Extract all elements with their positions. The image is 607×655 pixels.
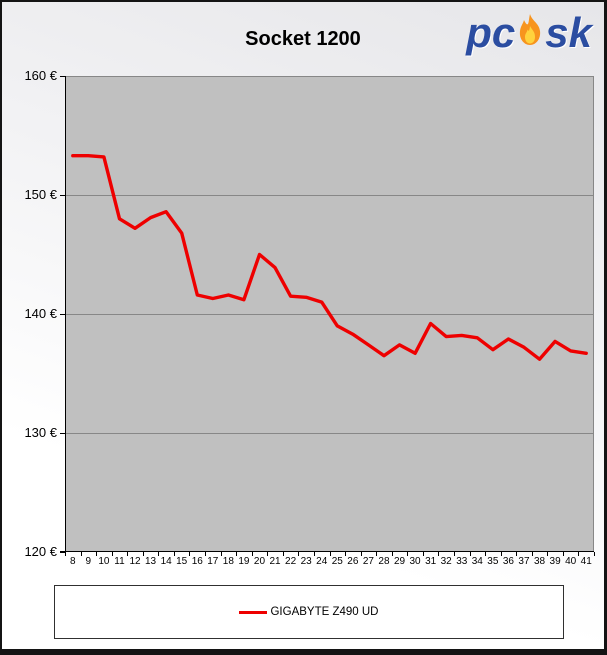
price-line-chart — [60, 76, 595, 556]
x-tick-label: 20 — [253, 556, 266, 567]
x-tick-label: 27 — [362, 556, 374, 567]
x-tick-label: 39 — [549, 556, 561, 567]
x-tick-label: 24 — [316, 556, 328, 567]
x-tick-label: 17 — [207, 556, 219, 567]
x-tick-label: 8 — [69, 556, 76, 567]
x-tick-label: 16 — [191, 556, 203, 567]
y-tick-label: 120 € — [24, 544, 57, 559]
y-tick-label: 130 € — [24, 425, 57, 440]
x-tick-label: 15 — [176, 556, 188, 567]
x-tick-label: 25 — [331, 556, 343, 567]
y-tick-label: 140 € — [24, 306, 57, 321]
x-tick-label: 19 — [238, 556, 250, 567]
y-tick-label: 150 € — [24, 187, 57, 202]
x-tick-label: 23 — [300, 556, 312, 567]
x-tick-label: 29 — [393, 556, 406, 567]
flame-icon — [520, 14, 541, 45]
x-tick-label: 38 — [533, 556, 546, 567]
logo-text-sk: sk — [545, 9, 592, 56]
x-tick-label: 37 — [518, 556, 530, 567]
x-tick-label: 26 — [347, 556, 359, 567]
x-tick-label: 14 — [160, 556, 172, 567]
x-tick-label: 21 — [269, 556, 281, 567]
price-line — [71, 153, 588, 361]
page-title: Socket 1200 — [245, 28, 361, 50]
legend-line-swatch — [239, 610, 268, 614]
x-tick-label: 10 — [98, 556, 110, 567]
x-tick-label: 9 — [85, 556, 92, 567]
x-tick-label: 31 — [425, 556, 437, 567]
x-tick-label: 22 — [285, 556, 297, 567]
x-tick-label: 33 — [456, 556, 468, 567]
x-tick-label: 30 — [409, 556, 421, 567]
pcsk-logo: pc sk — [466, 12, 592, 54]
x-tick-label: 40 — [565, 556, 577, 567]
legend-label: GIGABYTE Z490 UD — [270, 606, 379, 618]
x-tick-label: 28 — [378, 556, 390, 567]
x-tick-label: 34 — [471, 556, 483, 567]
x-tick-label: 41 — [580, 556, 592, 567]
x-tick-label: 18 — [222, 556, 234, 567]
x-tick-label: 13 — [145, 556, 157, 567]
legend-box: GIGABYTE Z490 UD — [54, 585, 564, 639]
y-tick-label: 160 € — [24, 68, 57, 83]
x-tick-label: 35 — [487, 556, 499, 567]
x-tick-label: 32 — [440, 556, 452, 567]
x-tick-label: 12 — [129, 556, 141, 567]
x-tick-label: 11 — [114, 556, 125, 567]
logo-text-pc: pc — [466, 9, 516, 56]
x-tick-label: 36 — [502, 556, 514, 567]
